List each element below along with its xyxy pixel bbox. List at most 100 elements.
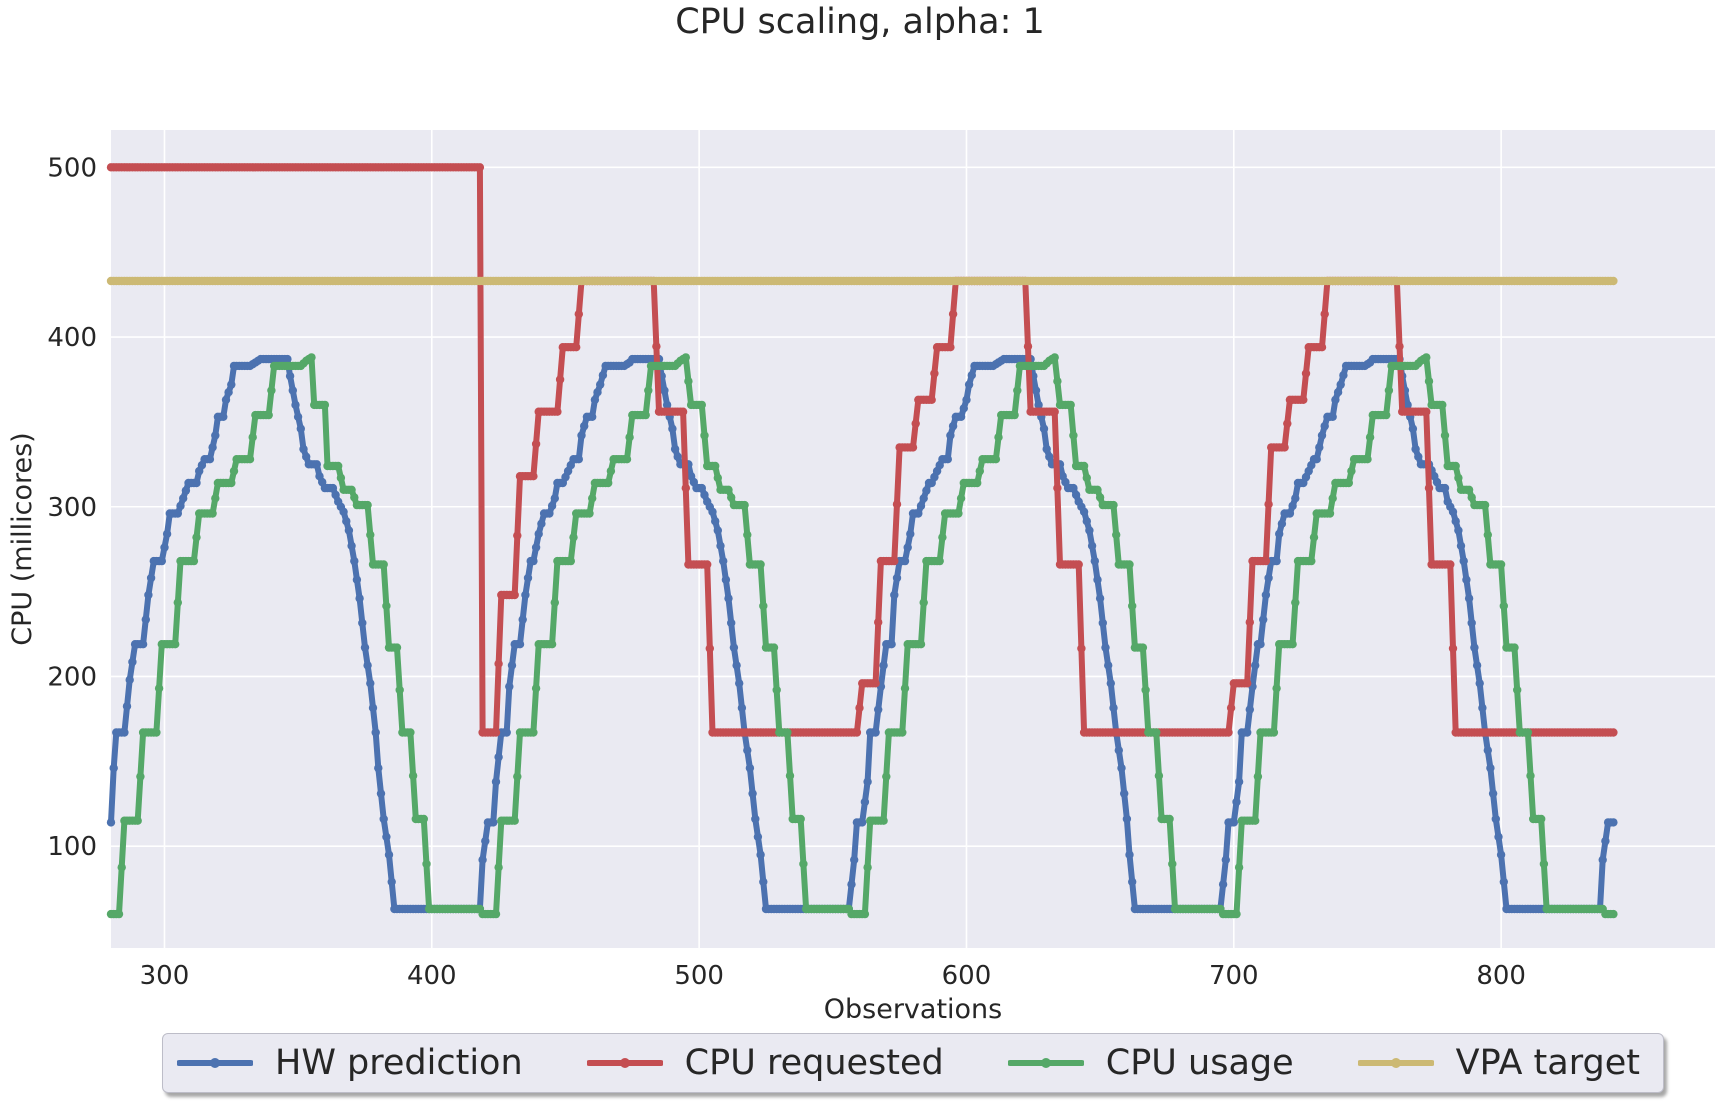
data-point [1307,556,1316,566]
data-point [531,543,541,552]
data-point [1253,772,1263,781]
data-point [489,818,498,827]
data-point [1291,494,1300,503]
data-point [799,859,808,869]
data-point [133,816,142,825]
data-point [569,533,578,542]
data-point [796,814,805,824]
data-point [850,855,859,864]
data-point [1328,412,1337,421]
data-point [1050,407,1059,416]
data-point [515,640,525,649]
data-point [753,832,763,841]
data-point [1106,679,1116,688]
data-point [1138,643,1148,652]
data-point [320,400,330,410]
data-point [122,702,132,711]
data-point [1301,369,1311,378]
data-point [662,400,672,410]
data-point [1050,353,1059,362]
data-point [1537,814,1546,824]
data-point [387,877,396,886]
data-point [392,643,402,652]
data-point [125,675,134,685]
tick-labels: 300 400 500 600 700 800 100 200 300 400 500 [47,153,1526,991]
data-point [852,728,862,737]
data-point [494,863,503,872]
data-point [759,601,768,611]
data-point [879,816,888,825]
data-point [900,556,910,566]
data-point [1243,728,1252,737]
data-point [1422,353,1431,362]
data-point [267,386,276,395]
data-point [1023,342,1033,351]
data-point [1109,500,1118,510]
data-point [510,590,519,600]
data-point [727,618,736,628]
data-point [1483,746,1493,755]
data-point [946,343,955,352]
data-point [545,509,554,518]
data-point [384,850,394,859]
data-point [1317,431,1327,440]
data-point [652,342,661,351]
data-point [406,728,415,737]
data-point [1331,395,1340,404]
data-point [964,380,974,389]
x-axis-label: Observations [824,994,1002,1025]
y-tick-label: 500 [47,153,97,183]
data-point [1034,400,1043,410]
data-point [1462,575,1471,584]
data-point [285,371,295,381]
data-point [547,640,557,649]
data-point [660,386,669,395]
data-point [1472,661,1482,670]
data-point [550,494,559,503]
data-point [1066,400,1075,410]
data-point [756,560,765,569]
data-point [962,395,971,404]
data-point [1152,728,1161,737]
data-point [1363,455,1372,464]
data-point [1071,490,1081,500]
data-point [719,556,728,566]
data-point [1475,679,1484,688]
data-point [106,818,116,827]
data-point [1467,618,1476,628]
data-point [475,163,485,172]
data-point [1069,483,1078,493]
data-point [1039,424,1049,433]
data-point [1414,452,1423,461]
data-point [1464,594,1474,603]
data-point [1336,380,1345,389]
data-point [1277,519,1287,528]
data-point [716,541,725,550]
data-point [1109,703,1118,713]
data-point [136,772,145,781]
data-point [352,575,362,584]
data-point [171,640,180,649]
data-point [1347,466,1356,476]
legend-item-hw-prediction: HW prediction [177,1043,523,1083]
data-point [1010,410,1019,420]
legend-label: CPU usage [1105,1043,1294,1083]
data-point [1513,685,1522,695]
data-point [1382,410,1391,420]
data-point [1232,909,1241,919]
data-point [502,728,511,737]
y-axis-label: CPU (millicores) [7,432,38,645]
data-point [1069,431,1078,440]
legend-label: VPA target [1455,1043,1640,1083]
data-point [1141,685,1150,695]
data-point [109,763,118,773]
data-point [379,814,388,824]
data-point [1320,421,1329,431]
data-point [173,509,182,518]
data-point [374,763,383,773]
data-point [1082,473,1092,483]
data-point [339,507,348,516]
data-point [1234,863,1244,872]
data-point [858,818,867,827]
